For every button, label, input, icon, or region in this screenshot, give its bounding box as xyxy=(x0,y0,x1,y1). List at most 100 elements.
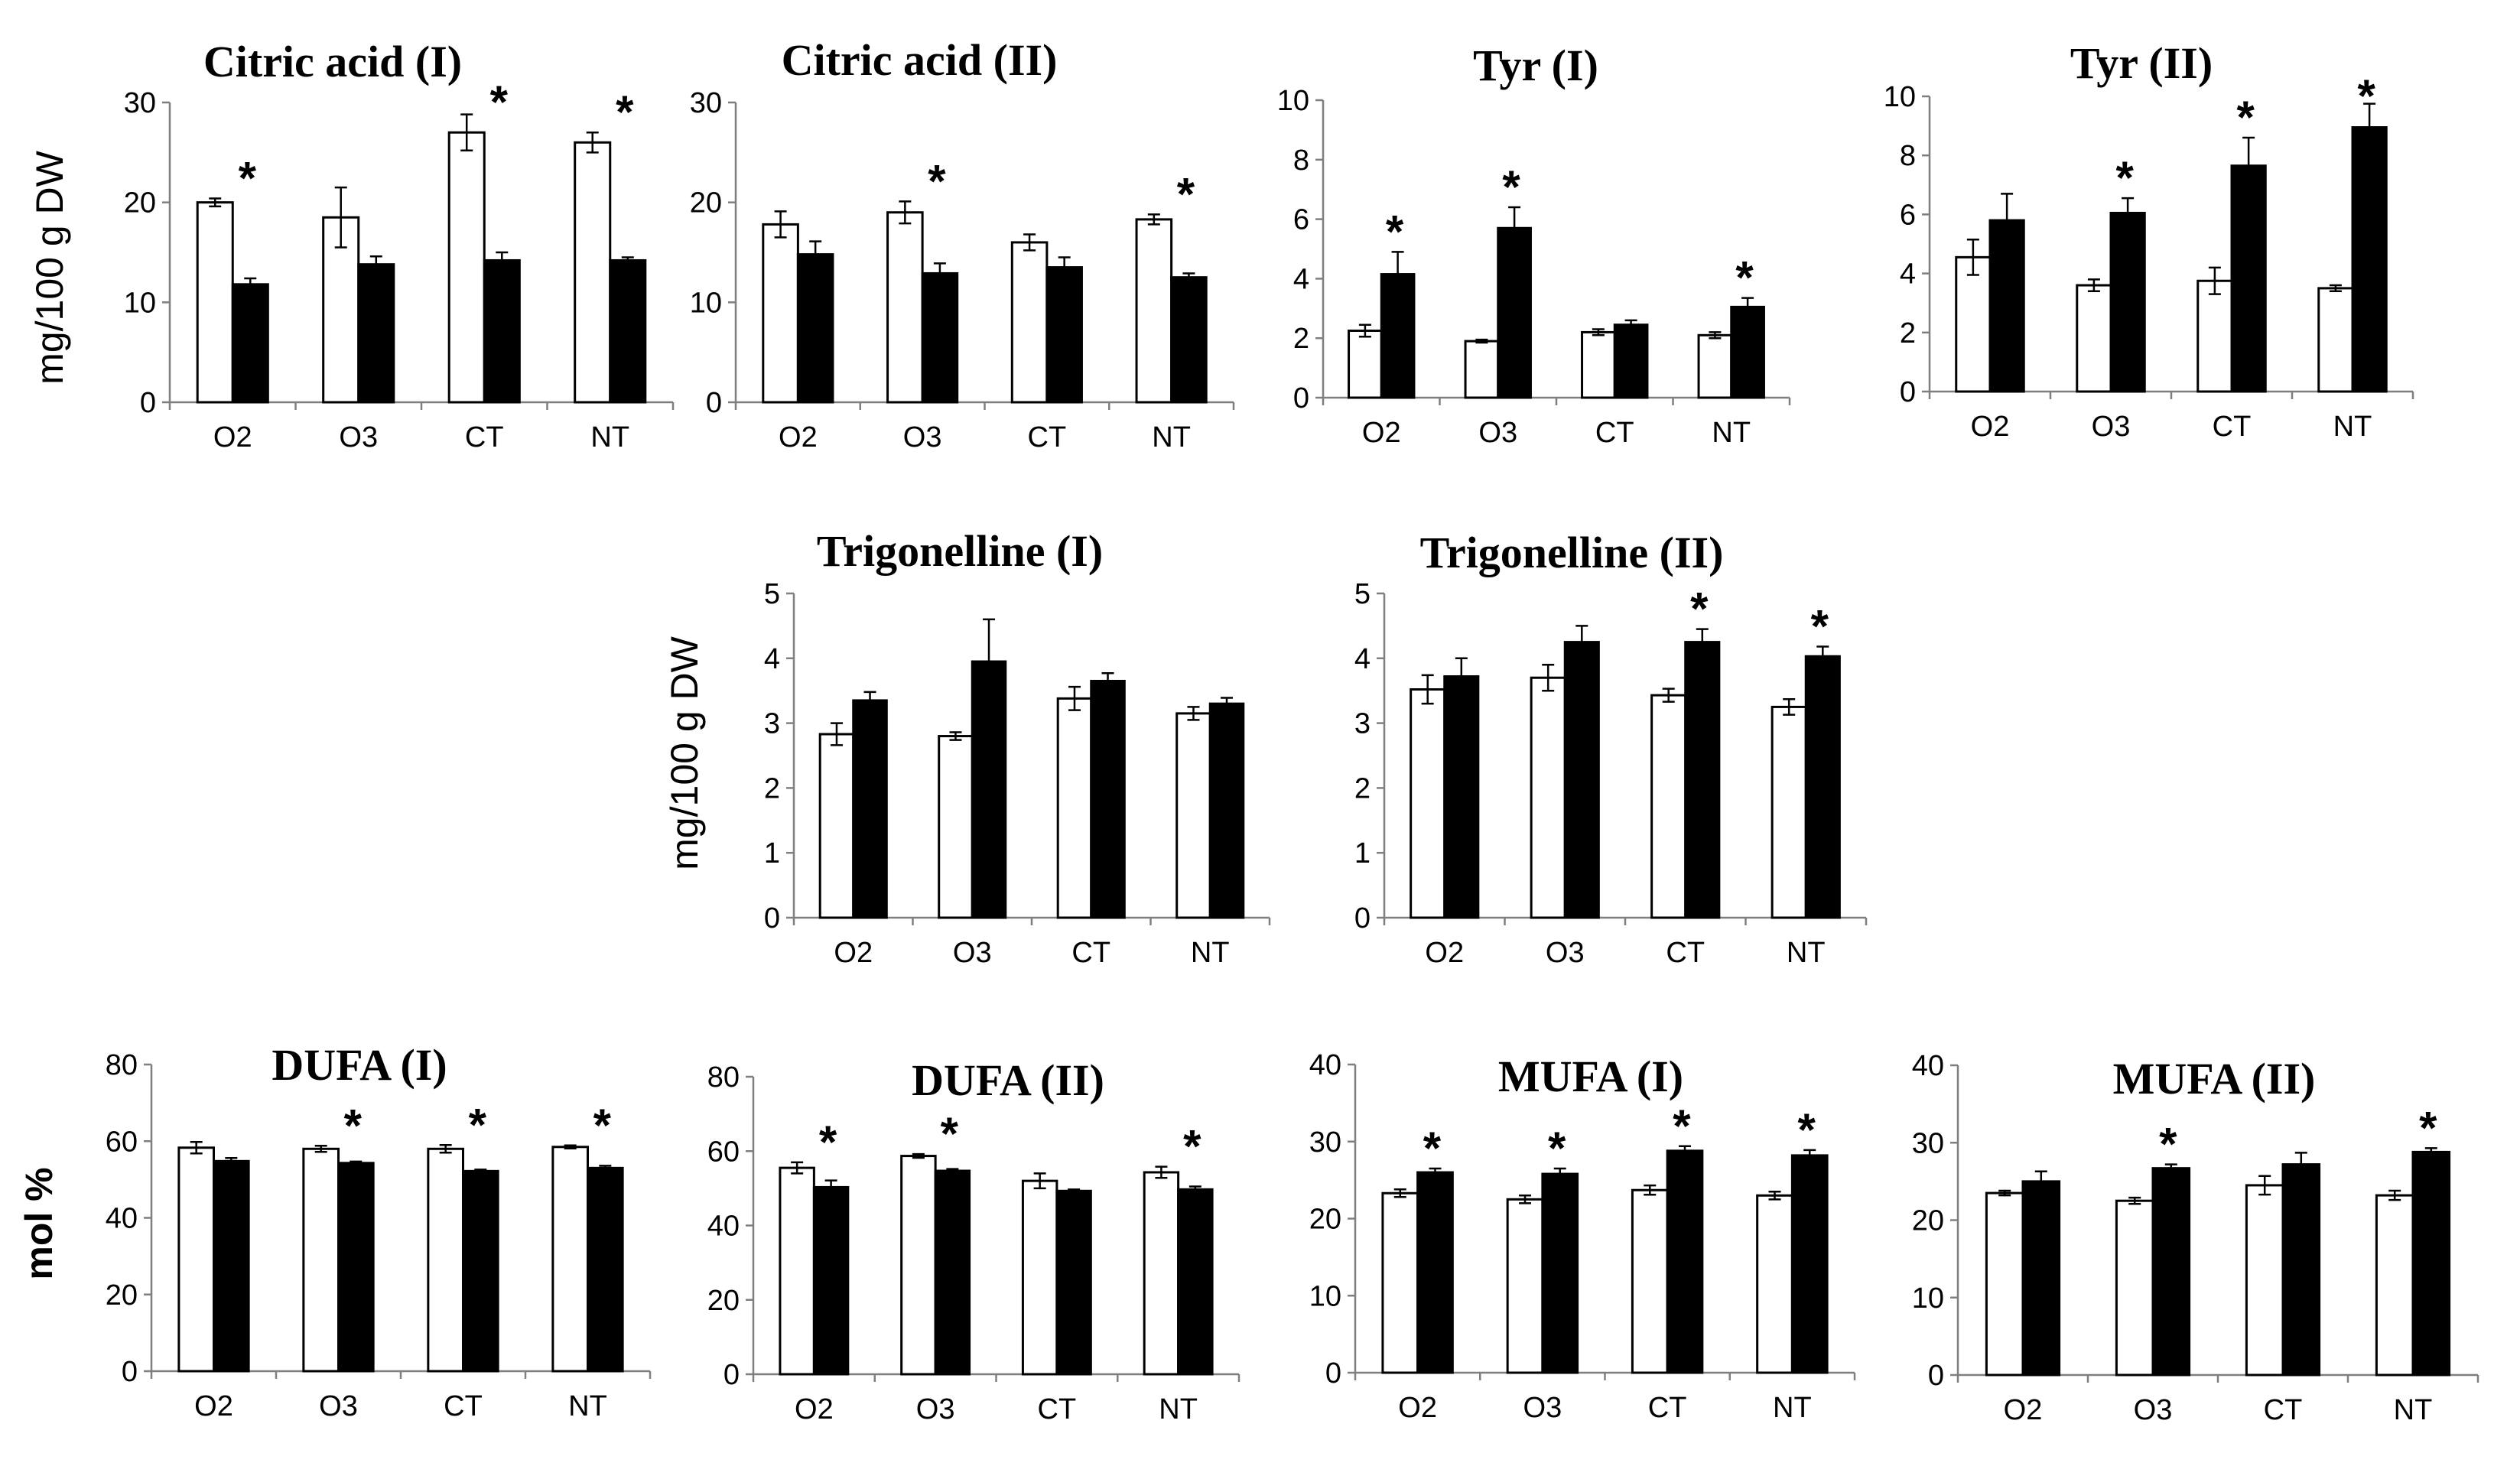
y-tick-label: 40 xyxy=(106,1203,138,1235)
white-bar-nt xyxy=(1756,1194,1793,1374)
black-bar-nt xyxy=(587,1166,624,1373)
black-bar-o2 xyxy=(852,699,888,919)
white-bar-nt xyxy=(551,1146,589,1373)
white-bar-nt xyxy=(2375,1194,2414,1377)
y-tick-label: 20 xyxy=(690,187,722,219)
white-bar-ct xyxy=(2196,279,2233,393)
y-tick-label: 4 xyxy=(1900,258,1916,291)
black-bar-o2 xyxy=(213,1159,250,1373)
white-bar-o3 xyxy=(2115,1199,2154,1377)
y-tick-label: 30 xyxy=(690,87,722,119)
significance-asterisk: * xyxy=(1183,1121,1201,1172)
x-tick-label: CT xyxy=(2213,411,2252,443)
x-tick-label: O3 xyxy=(2092,411,2131,443)
y-tick-label: 10 xyxy=(1277,85,1309,117)
white-bar-o2 xyxy=(196,201,234,404)
significance-asterisk: * xyxy=(1386,206,1404,257)
black-bar-o2 xyxy=(1443,675,1480,919)
white-bar-o3 xyxy=(302,1147,340,1373)
black-bar-o3 xyxy=(1563,641,1600,919)
white-bar-o2 xyxy=(818,733,855,919)
white-bar-o2 xyxy=(1348,329,1383,399)
y-tick-label: 1 xyxy=(1354,837,1371,870)
y-tick-label: 6 xyxy=(1293,204,1309,236)
x-tick-label: NT xyxy=(1712,417,1751,449)
y-tick-label: 60 xyxy=(106,1126,138,1158)
y-axis-label: mg/100 g DW xyxy=(28,150,71,384)
white-bar-o3 xyxy=(886,211,924,404)
white-bar-nt xyxy=(574,141,612,404)
x-tick-label: O3 xyxy=(916,1393,955,1425)
chart-title: MUFA (II) xyxy=(2113,1054,2316,1104)
black-bar-nt xyxy=(609,258,647,404)
x-tick-label: O2 xyxy=(795,1393,834,1425)
white-bar-ct xyxy=(1056,697,1093,919)
chart-panel-10: MUFA (II) 0 10 20 30 40 O2 O3 * CT NT * xyxy=(1912,1050,2479,1426)
black-bar-o3 xyxy=(2109,211,2146,393)
x-tick-label: NT xyxy=(1191,937,1230,969)
chart-title: MUFA (I) xyxy=(1498,1052,1683,1101)
significance-asterisk: * xyxy=(2159,1119,2177,1170)
x-tick-label: NT xyxy=(568,1390,607,1422)
y-tick-label: 0 xyxy=(1928,1360,1944,1392)
significance-asterisk: * xyxy=(928,155,946,206)
x-tick-label: CT xyxy=(2264,1394,2303,1426)
y-tick-label: 0 xyxy=(764,902,780,935)
white-bar-o2 xyxy=(1410,688,1446,919)
y-tick-label: 0 xyxy=(723,1359,740,1391)
y-tick-label: 20 xyxy=(1309,1204,1341,1236)
x-tick-label: O3 xyxy=(903,421,942,453)
black-bar-o3 xyxy=(2151,1167,2191,1377)
y-tick-label: 40 xyxy=(1912,1050,1944,1082)
white-bar-o2 xyxy=(1985,1191,2024,1377)
x-tick-label: NT xyxy=(1159,1393,1198,1425)
y-tick-label: 2 xyxy=(764,772,780,805)
y-tick-label: 5 xyxy=(764,578,780,610)
black-bar-o2 xyxy=(231,283,269,404)
black-bar-nt xyxy=(1177,1188,1214,1376)
x-tick-label: NT xyxy=(2394,1394,2433,1426)
y-tick-label: 0 xyxy=(140,387,156,419)
y-tick-label: 0 xyxy=(1354,902,1371,935)
black-bar-nt xyxy=(1804,655,1841,919)
x-tick-label: O3 xyxy=(339,421,378,453)
white-bar-nt xyxy=(1175,712,1211,919)
y-tick-label: 0 xyxy=(1900,376,1916,408)
white-bar-o3 xyxy=(900,1155,937,1376)
white-bar-ct xyxy=(447,131,486,404)
significance-asterisk: * xyxy=(1502,161,1520,213)
y-tick-label: 30 xyxy=(1309,1126,1341,1159)
significance-asterisk: * xyxy=(239,152,257,203)
y-tick-label: 8 xyxy=(1293,145,1309,177)
white-bar-nt xyxy=(1771,705,1807,919)
white-bar-o2 xyxy=(177,1146,215,1373)
x-tick-label: O2 xyxy=(194,1390,233,1422)
y-tick-label: 3 xyxy=(1354,708,1371,740)
black-bar-ct xyxy=(1666,1149,1704,1374)
black-bar-o3 xyxy=(337,1162,375,1373)
black-bar-o3 xyxy=(1541,1172,1579,1374)
significance-asterisk: * xyxy=(593,1100,612,1151)
significance-asterisk: * xyxy=(2357,70,2375,122)
x-tick-label: O3 xyxy=(953,937,992,969)
chart-title: Tyr (I) xyxy=(1473,41,1598,90)
chart-panel-1: Citric acid (I) 0 10 20 30 O2 * O3 CT * NT * xyxy=(124,37,675,453)
black-bar-ct xyxy=(1055,1189,1092,1376)
black-bar-o3 xyxy=(1497,226,1532,399)
black-bar-o2 xyxy=(812,1185,850,1376)
significance-asterisk: * xyxy=(819,1117,837,1168)
x-tick-label: O2 xyxy=(2004,1394,2043,1426)
y-tick-label: 4 xyxy=(1293,263,1309,295)
white-bar-o3 xyxy=(938,735,974,919)
white-bar-o3 xyxy=(1506,1198,1544,1374)
y-tick-label: 1 xyxy=(764,837,780,870)
y-axis-label: mol % xyxy=(18,1167,60,1279)
black-bar-nt xyxy=(1170,276,1208,404)
white-bar-o2 xyxy=(762,223,799,404)
significance-asterisk: * xyxy=(1177,168,1195,219)
black-bar-o2 xyxy=(1416,1171,1454,1374)
black-bar-ct xyxy=(1045,266,1083,404)
black-bar-ct xyxy=(1090,679,1126,919)
significance-asterisk: * xyxy=(490,76,509,128)
